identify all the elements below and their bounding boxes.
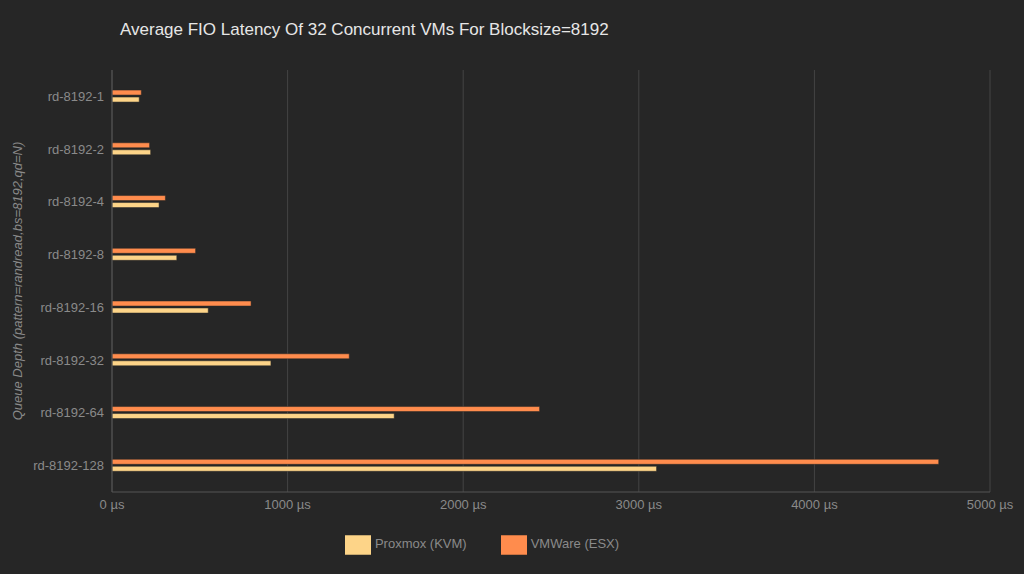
svg-text:Queue Depth (pattern=randread,: Queue Depth (pattern=randread,bs=8192,qd… — [10, 142, 25, 421]
svg-text:0 µs: 0 µs — [100, 497, 125, 512]
svg-text:rd-8192-128: rd-8192-128 — [33, 458, 104, 473]
html-text:Average FIO Latency Of 32 Conc: Average FIO Latency Of 32 Concurrent VMs… — [120, 20, 609, 39]
svg-text:rd-8192-4: rd-8192-4 — [48, 194, 104, 209]
svg-text:4000 µs: 4000 µs — [791, 497, 838, 512]
svg-text:3000 µs: 3000 µs — [616, 497, 663, 512]
svg-text:rd-8192-2: rd-8192-2 — [48, 142, 104, 157]
svg-text:rd-8192-1: rd-8192-1 — [48, 89, 104, 104]
html-text:Proxmox (KVM): Proxmox (KVM) — [375, 536, 467, 552]
svg-text:2000 µs: 2000 µs — [440, 497, 487, 512]
html-text:VMWare (ESX): VMWare (ESX) — [530, 536, 619, 552]
svg-text:rd-8192-16: rd-8192-16 — [40, 300, 104, 315]
svg-text:rd-8192-8: rd-8192-8 — [48, 247, 104, 262]
svg-text:1000 µs: 1000 µs — [264, 497, 311, 512]
svg-text:rd-8192-32: rd-8192-32 — [40, 353, 104, 368]
svg-text:rd-8192-64: rd-8192-64 — [40, 405, 104, 420]
svg-text:5000 µs: 5000 µs — [967, 497, 1014, 512]
